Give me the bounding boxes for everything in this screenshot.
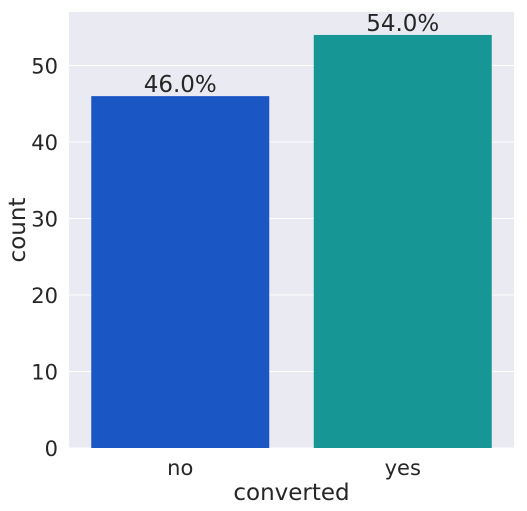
y-tick-label: 0	[45, 437, 58, 461]
bar	[91, 96, 270, 448]
bar-value-label: 46.0%	[144, 72, 217, 98]
bars	[91, 34, 492, 449]
x-tick-label: yes	[385, 456, 421, 480]
y-tick-label: 20	[31, 284, 58, 308]
y-tick-label: 50	[31, 55, 58, 79]
y-tick-label: 30	[31, 208, 58, 232]
y-axis-label: count	[5, 198, 31, 263]
x-tick-labels: no yes	[167, 456, 421, 480]
x-tick-label: no	[167, 456, 193, 480]
bar-labels: 46.0% 54.0%	[144, 11, 440, 98]
y-tick-label: 10	[31, 361, 58, 385]
y-tick-label: 40	[31, 131, 58, 155]
x-axis-label: converted	[233, 480, 349, 506]
y-tick-labels: 0 10 20 30 40 50	[31, 55, 58, 461]
bar	[313, 34, 492, 449]
bar-value-label: 54.0%	[366, 11, 439, 37]
